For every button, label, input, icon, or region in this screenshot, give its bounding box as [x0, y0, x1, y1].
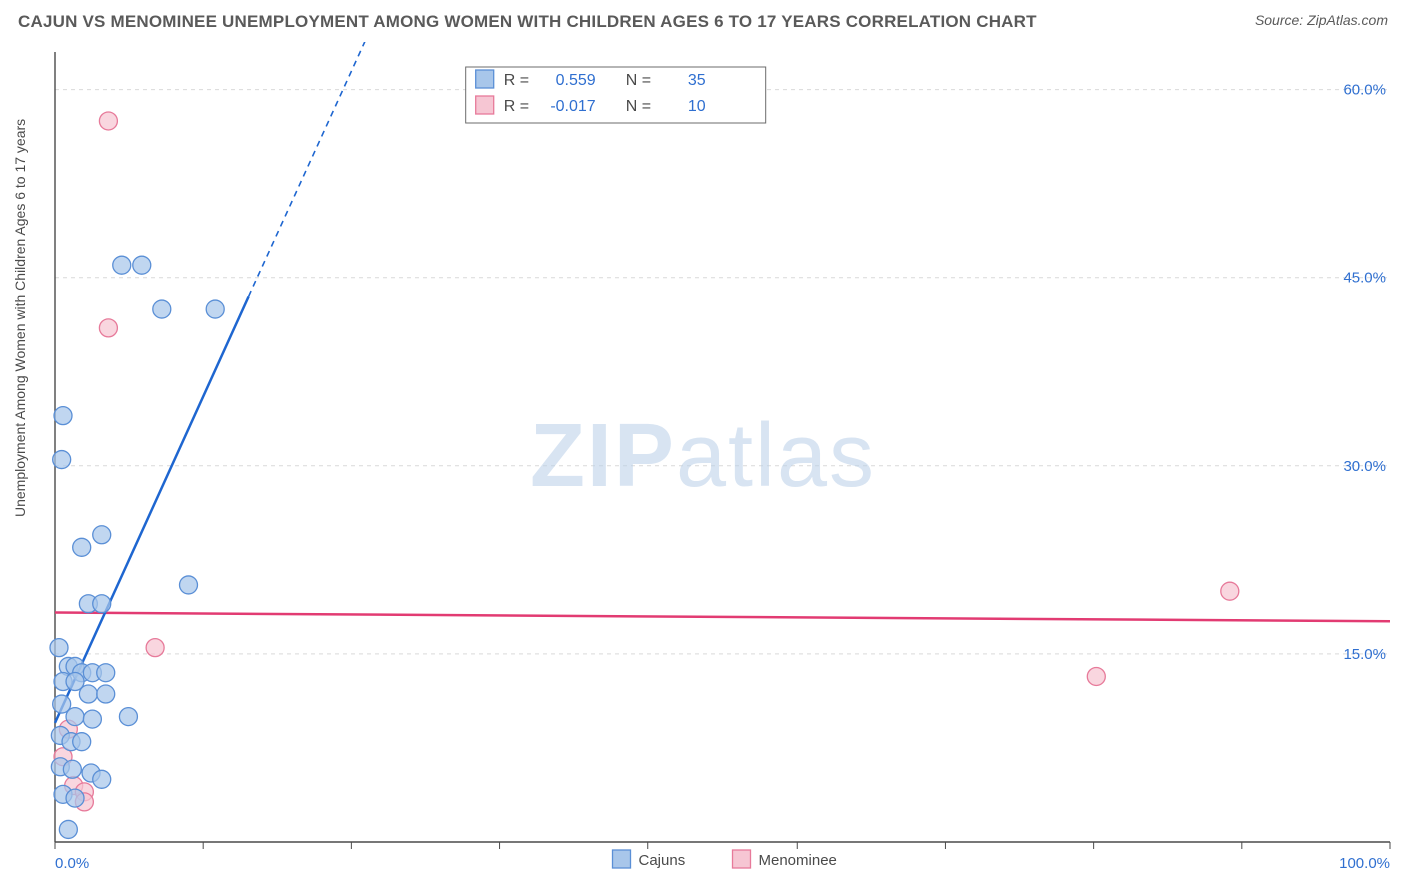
svg-text:10: 10 [688, 98, 706, 115]
svg-text:60.0%: 60.0% [1343, 82, 1386, 99]
svg-text:45.0%: 45.0% [1343, 270, 1386, 287]
svg-text:30.0%: 30.0% [1343, 458, 1386, 475]
svg-text:100.0%: 100.0% [1339, 855, 1390, 872]
svg-text:Cajuns: Cajuns [639, 852, 686, 869]
svg-text:Unemployment Among Women with: Unemployment Among Women with Children A… [12, 119, 28, 517]
svg-text:R =: R = [504, 72, 529, 89]
svg-text:0.0%: 0.0% [55, 855, 89, 872]
chart-container: ZIPatlas 15.0%30.0%45.0%60.0%0.0%100.0%U… [0, 42, 1406, 892]
svg-text:15.0%: 15.0% [1343, 646, 1386, 663]
svg-text:-0.017: -0.017 [550, 98, 595, 115]
source-attribution: Source: ZipAtlas.com [1255, 12, 1388, 28]
svg-text:0.559: 0.559 [556, 72, 596, 89]
svg-text:N =: N = [626, 72, 651, 89]
svg-text:Menominee: Menominee [759, 852, 837, 869]
svg-text:N =: N = [626, 98, 651, 115]
correlation-scatter-chart: 15.0% 30.0% 45.0% 60.0% 0.0% 100.0% Unemployme… [0, 42, 1406, 892]
svg-text:35: 35 [688, 72, 706, 89]
chart-title: CAJUN VS MENOMINEE UNEMPLOYMENT AMONG WO… [18, 12, 1037, 32]
svg-text:R =: R = [504, 98, 529, 115]
